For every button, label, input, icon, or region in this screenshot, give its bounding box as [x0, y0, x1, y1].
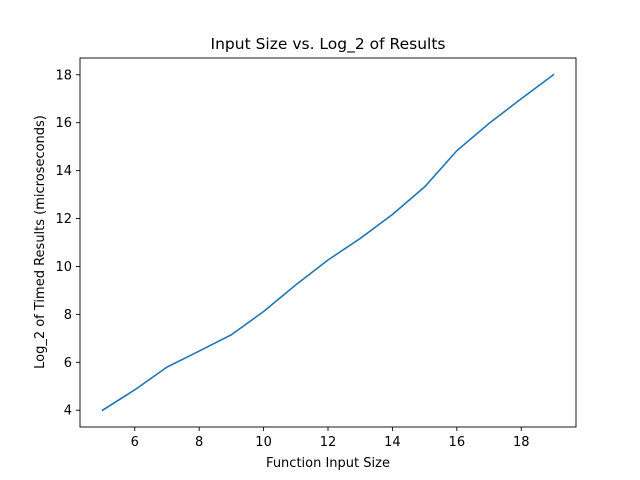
x-axis-label: Function Input Size: [266, 456, 390, 471]
x-tick-label: 6: [131, 435, 139, 450]
y-tick-label: 16: [55, 116, 72, 131]
y-tick-label: 4: [64, 404, 72, 419]
y-tick-label: 12: [55, 212, 72, 227]
x-tick-label: 10: [255, 435, 272, 450]
y-tick-label: 8: [64, 308, 72, 323]
x-axis: 6 8 10 12 14 16 18: [131, 427, 530, 450]
x-tick-label: 14: [384, 435, 401, 450]
x-tick-label: 8: [195, 435, 203, 450]
chart-title: Input Size vs. Log_2 of Results: [211, 35, 446, 54]
y-tick-label: 18: [55, 68, 72, 83]
y-axis-label: Log_2 of Timed Results (microseconds): [33, 115, 48, 369]
y-tick-label: 6: [64, 356, 72, 371]
x-tick-label: 18: [513, 435, 530, 450]
x-tick-label: 12: [320, 435, 337, 450]
x-tick-label: 16: [449, 435, 466, 450]
plot-area: [79, 57, 577, 428]
y-tick-label: 10: [55, 260, 72, 275]
y-axis: 4 6 8 10 12 14 16 18: [55, 68, 80, 419]
series-line-1: [101, 73, 555, 412]
y-tick-label: 14: [55, 164, 72, 179]
